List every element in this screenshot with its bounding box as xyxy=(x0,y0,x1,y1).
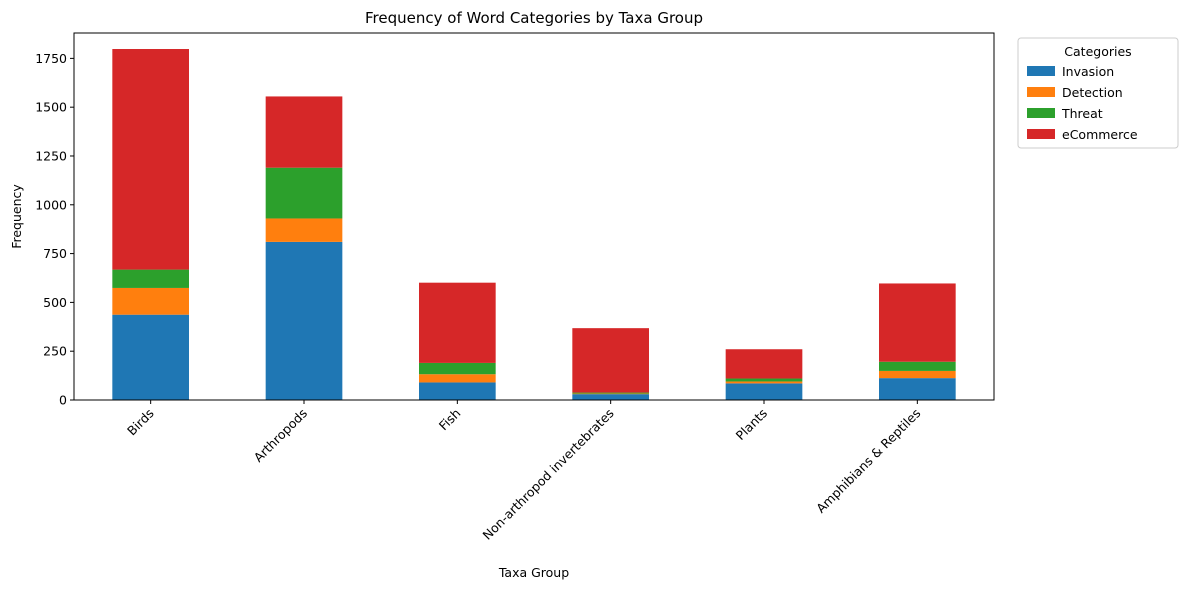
bar-amphibians-reptiles-threat xyxy=(879,361,956,371)
legend-swatch-invasion xyxy=(1027,66,1055,76)
bar-birds-detection xyxy=(112,287,189,315)
legend-label-invasion: Invasion xyxy=(1062,64,1114,79)
y-axis-title: Frequency xyxy=(9,184,24,249)
legend: Categories Invasion Detection Threat eComme… xyxy=(1017,37,1179,149)
bar-fish-ecommerce xyxy=(419,282,496,363)
legend-swatch-threat xyxy=(1027,108,1055,118)
x-tick-label: Arthropods xyxy=(251,406,310,465)
legend-swatch-detection xyxy=(1027,87,1055,97)
y-tick-label: 500 xyxy=(43,295,67,310)
bar-non-arthropod-invertebrates-threat xyxy=(572,392,649,394)
legend-title: Categories xyxy=(1064,44,1131,59)
bar-fish-threat xyxy=(419,362,496,375)
chart-title: Frequency of Word Categories by Taxa Gro… xyxy=(365,9,703,27)
legend-label-threat: Threat xyxy=(1061,106,1103,121)
y-tick-label: 1250 xyxy=(35,148,67,163)
legend-label-detection: Detection xyxy=(1062,85,1123,100)
x-axis-title: Taxa Group xyxy=(498,565,569,580)
bar-fish-detection xyxy=(419,374,496,383)
bar-arthropods-threat xyxy=(265,167,343,219)
bar-plants-invasion xyxy=(725,383,803,400)
bar-arthropods-ecommerce xyxy=(265,96,343,168)
y-tick-label: 1750 xyxy=(35,51,67,66)
y-tick-label: 1000 xyxy=(35,197,67,212)
bar-birds-invasion xyxy=(112,314,189,400)
bar-amphibians-reptiles-ecommerce xyxy=(879,283,956,362)
x-tick-label: Amphibians & Reptiles xyxy=(813,406,923,516)
bars-group xyxy=(112,49,956,400)
x-tick-label: Birds xyxy=(124,406,157,439)
bar-amphibians-reptiles-invasion xyxy=(879,378,956,400)
bar-non-arthropod-invertebrates-ecommerce xyxy=(572,328,649,393)
x-tick-label: Plants xyxy=(733,406,770,443)
bar-non-arthropod-invertebrates-detection xyxy=(572,393,649,395)
y-tick-label: 1500 xyxy=(35,100,67,115)
bar-plants-ecommerce xyxy=(725,349,803,379)
bar-birds-threat xyxy=(112,269,189,288)
legend-frame xyxy=(1017,37,1179,149)
bar-birds-ecommerce xyxy=(112,49,189,270)
y-tick-label: 750 xyxy=(43,246,67,261)
bar-fish-invasion xyxy=(419,382,496,400)
y-tick-label: 250 xyxy=(43,344,67,359)
bar-arthropods-invasion xyxy=(265,241,343,400)
bar-plants-threat xyxy=(725,378,803,382)
bar-amphibians-reptiles-detection xyxy=(879,370,956,379)
y-axis: 0 250 500 750 1000 1250 1500 1750 xyxy=(35,51,74,408)
y-tick-label: 0 xyxy=(59,393,67,408)
bar-non-arthropod-invertebrates-invasion xyxy=(572,394,649,400)
plot-frame xyxy=(73,32,995,401)
legend-label-ecommerce: eCommerce xyxy=(1062,127,1138,142)
bar-plants-detection xyxy=(725,381,803,384)
legend-swatch-ecommerce xyxy=(1027,129,1055,139)
x-axis: Birds Arthropods Fish Non-arthropod inverte… xyxy=(124,400,923,543)
x-tick-label: Non-arthropod invertebrates xyxy=(480,406,617,543)
bar-arthropods-detection xyxy=(265,218,343,242)
x-tick-label: Fish xyxy=(436,406,464,434)
